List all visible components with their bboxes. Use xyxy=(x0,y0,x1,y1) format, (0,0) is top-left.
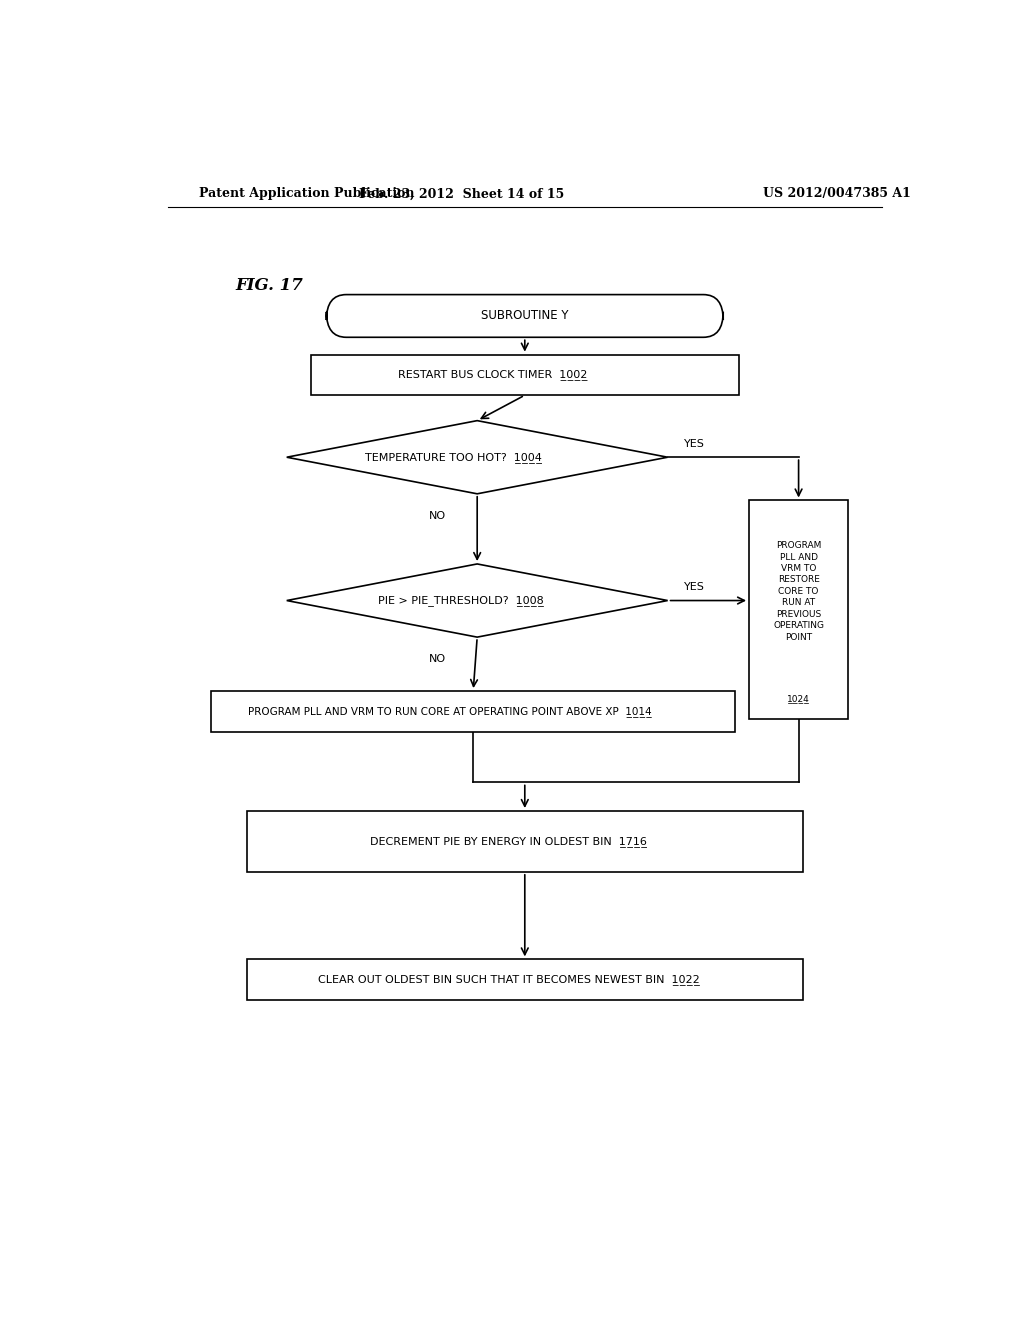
Text: Feb. 23, 2012  Sheet 14 of 15: Feb. 23, 2012 Sheet 14 of 15 xyxy=(358,187,564,201)
Text: RESTART BUS CLOCK TIMER  1̲0̲0̲2̲: RESTART BUS CLOCK TIMER 1̲0̲0̲2̲ xyxy=(398,370,588,380)
Text: FIG. 17: FIG. 17 xyxy=(236,277,303,294)
Text: PIE > PIE_THRESHOLD?  1̲0̲0̲8̲: PIE > PIE_THRESHOLD? 1̲0̲0̲8̲ xyxy=(379,595,544,606)
Text: PROGRAM PLL AND VRM TO RUN CORE AT OPERATING POINT ABOVE XP  1̲0̲1̲4̲: PROGRAM PLL AND VRM TO RUN CORE AT OPERA… xyxy=(248,706,651,717)
Text: NO: NO xyxy=(429,655,446,664)
Text: SUBROUTINE Y: SUBROUTINE Y xyxy=(481,309,568,322)
Text: PROGRAM
PLL AND
VRM TO
RESTORE
CORE TO
RUN AT
PREVIOUS
OPERATING
POINT: PROGRAM PLL AND VRM TO RESTORE CORE TO R… xyxy=(773,541,824,642)
Text: 1̲0̲2̲4̲: 1̲0̲2̲4̲ xyxy=(787,694,810,704)
Bar xyxy=(310,355,739,395)
Bar xyxy=(247,810,803,873)
Text: TEMPERATURE TOO HOT?  1̲0̲0̲4̲: TEMPERATURE TOO HOT? 1̲0̲0̲4̲ xyxy=(365,451,542,463)
Text: CLEAR OUT OLDEST BIN SUCH THAT IT BECOMES NEWEST BIN  1̲0̲2̲2̲: CLEAR OUT OLDEST BIN SUCH THAT IT BECOME… xyxy=(318,974,699,985)
Bar xyxy=(749,500,848,719)
Bar xyxy=(247,960,803,1001)
Text: DECREMENT PIE BY ENERGY IN OLDEST BIN  1̲7̲1̲6̲: DECREMENT PIE BY ENERGY IN OLDEST BIN 1̲… xyxy=(371,836,647,847)
Bar xyxy=(211,690,735,731)
Text: YES: YES xyxy=(684,582,705,593)
Text: Patent Application Publication: Patent Application Publication xyxy=(200,187,415,201)
FancyBboxPatch shape xyxy=(327,294,723,338)
Polygon shape xyxy=(287,421,668,494)
Text: YES: YES xyxy=(684,440,705,449)
Text: US 2012/0047385 A1: US 2012/0047385 A1 xyxy=(763,187,910,201)
Polygon shape xyxy=(287,564,668,638)
Text: NO: NO xyxy=(429,511,446,521)
